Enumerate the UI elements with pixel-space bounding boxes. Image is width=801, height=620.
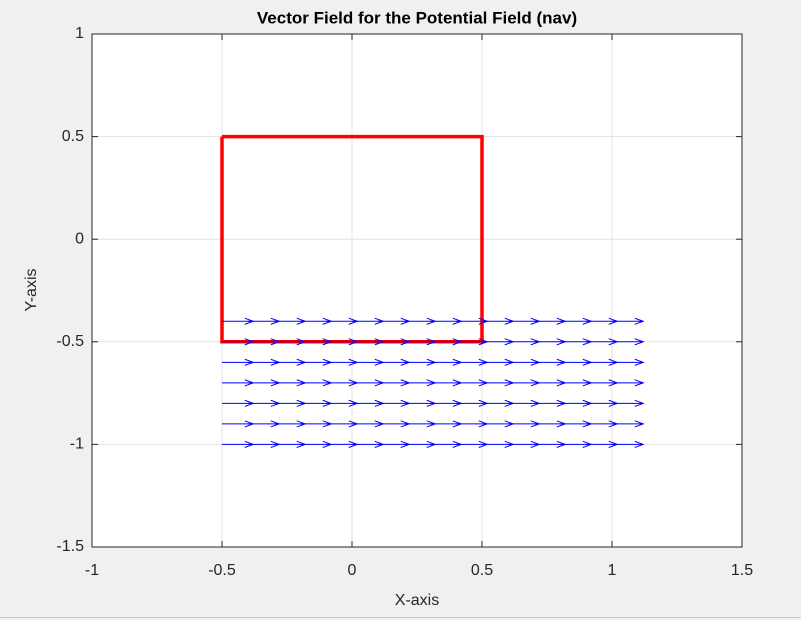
x-tick-label: 1.5 — [731, 562, 753, 579]
y-tick-label: -1 — [70, 436, 84, 453]
x-tick-label: -0.5 — [208, 562, 236, 579]
y-tick-label: 0 — [75, 230, 84, 247]
y-tick-label: -0.5 — [56, 333, 84, 350]
arrow — [612, 379, 645, 387]
arrow — [612, 338, 645, 346]
x-tick-label: 1 — [608, 562, 617, 579]
x-tick-label: 0 — [348, 562, 357, 579]
arrow — [612, 420, 645, 428]
plot-area — [92, 34, 742, 547]
arrow — [612, 358, 645, 366]
y-axis-label: Y-axis — [23, 269, 40, 312]
x-axis-label: X-axis — [395, 592, 439, 609]
y-tick-label: 1 — [75, 25, 84, 42]
x-tick-label: -1 — [85, 562, 99, 579]
chart-title: Vector Field for the Potential Field (na… — [257, 8, 577, 27]
axes-box — [91, 33, 743, 548]
y-tick-label: 0.5 — [62, 128, 84, 145]
y-tick-label: -1.5 — [56, 538, 84, 555]
arrow — [612, 317, 645, 325]
arrow — [612, 399, 645, 407]
arrow — [612, 440, 645, 448]
x-tick-label: 0.5 — [471, 562, 493, 579]
